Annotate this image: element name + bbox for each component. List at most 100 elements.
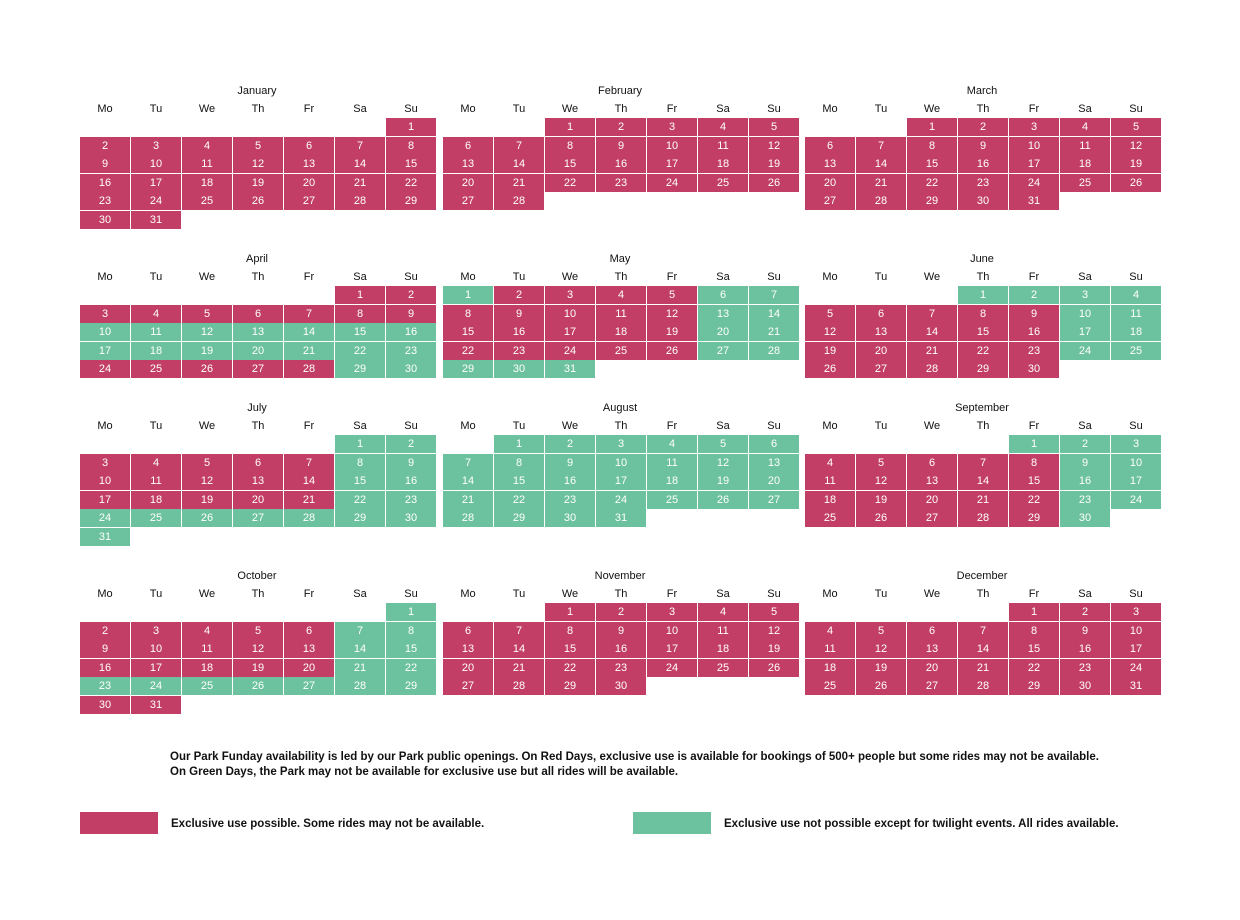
green-day-cell: 8 — [386, 621, 436, 640]
green-day-cell: 4 — [1111, 286, 1161, 304]
red-day-cell: 2 — [596, 603, 646, 621]
red-day-cell: 20 — [443, 658, 493, 677]
weekday-header: Su — [1129, 420, 1143, 432]
red-day-cell: 7 — [494, 621, 544, 640]
green-day-cell: 27 — [233, 509, 283, 528]
green-day-cell: 30 — [386, 509, 436, 528]
green-day-cell: 17 — [596, 472, 646, 491]
red-day-cell: 15 — [958, 323, 1008, 342]
red-day-cell: 9 — [1009, 304, 1059, 323]
green-day-cell: 23 — [80, 677, 130, 696]
weekday-header: We — [561, 103, 579, 115]
green-day-cell: 23 — [1060, 490, 1110, 509]
red-day-cell: 24 — [131, 192, 181, 211]
red-day-cell: 18 — [131, 490, 181, 509]
red-day-cell: 2 — [596, 118, 646, 136]
red-day-cell: 12 — [647, 304, 697, 323]
red-day-cell: 15 — [386, 155, 436, 174]
red-day-cell: 17 — [545, 323, 595, 342]
red-day-cell: 11 — [131, 472, 181, 491]
month-title: November — [594, 570, 646, 582]
weekday-header: We — [923, 420, 941, 432]
red-day-cell: 13 — [805, 155, 855, 174]
green-day-cell: 14 — [749, 304, 799, 323]
red-day-cell: 8 — [1009, 453, 1059, 472]
weekday-header: Sa — [353, 103, 367, 115]
green-day-cell: 7 — [749, 286, 799, 304]
red-day-cell: 19 — [856, 490, 906, 509]
green-day-cell: 3 — [1060, 286, 1110, 304]
green-day-cell: 17 — [80, 341, 130, 360]
red-day-cell: 18 — [805, 658, 855, 677]
red-day-cell: 19 — [233, 173, 283, 192]
green-day-cell: 15 — [335, 323, 385, 342]
red-day-cell: 14 — [494, 640, 544, 659]
month-title: July — [247, 402, 267, 414]
red-day-cell: 16 — [958, 155, 1008, 174]
green-day-cell: 29 — [335, 509, 385, 528]
red-day-cell: 23 — [1060, 658, 1110, 677]
legend-green-label: Exclusive use not possible except for tw… — [724, 818, 1119, 830]
green-day-cell: 12 — [182, 323, 232, 342]
weekday-header: Su — [767, 420, 781, 432]
red-day-cell: 16 — [80, 173, 130, 192]
green-day-cell: 25 — [182, 677, 232, 696]
weekday-header: Tu — [512, 103, 526, 115]
red-day-cell: 29 — [958, 360, 1008, 379]
red-day-cell: 6 — [284, 136, 334, 155]
weekday-header: Mo — [822, 103, 838, 115]
red-day-cell: 19 — [1111, 155, 1161, 174]
green-day-cell: 21 — [335, 658, 385, 677]
green-day-cell: 25 — [647, 490, 697, 509]
red-day-cell: 7 — [494, 136, 544, 155]
green-day-cell: 23 — [386, 490, 436, 509]
red-day-cell: 31 — [1009, 192, 1059, 211]
red-day-cell: 22 — [907, 173, 957, 192]
red-day-cell: 5 — [749, 118, 799, 136]
green-day-cell: 28 — [284, 509, 334, 528]
weekday-header: Th — [614, 588, 628, 600]
green-day-cell: 16 — [386, 323, 436, 342]
red-day-cell: 18 — [182, 658, 232, 677]
red-day-cell: 2 — [494, 286, 544, 304]
red-day-cell: 20 — [805, 173, 855, 192]
red-day-cell: 4 — [131, 453, 181, 472]
red-day-cell: 13 — [443, 640, 493, 659]
red-day-cell: 21 — [907, 341, 957, 360]
weekday-header: Tu — [512, 420, 526, 432]
red-day-cell: 10 — [647, 621, 697, 640]
red-day-cell: 23 — [80, 192, 130, 211]
red-day-cell: 5 — [1111, 118, 1161, 136]
red-day-cell: 22 — [1009, 490, 1059, 509]
red-day-cell: 21 — [958, 658, 1008, 677]
weekday-header: Mo — [460, 420, 476, 432]
weekday-header: Th — [976, 271, 990, 283]
green-day-cell: 15 — [494, 472, 544, 491]
green-day-cell: 24 — [596, 490, 646, 509]
green-day-cell: 15 — [335, 472, 385, 491]
green-day-cell: 6 — [749, 435, 799, 453]
red-day-cell: 30 — [1009, 360, 1059, 379]
red-day-cell: 17 — [647, 155, 697, 174]
weekday-header: Th — [251, 271, 265, 283]
weekday-header: Su — [404, 588, 418, 600]
red-day-cell: 1 — [1009, 603, 1059, 621]
red-day-cell: 20 — [284, 658, 334, 677]
red-day-cell: 28 — [958, 509, 1008, 528]
green-day-cell: 2 — [545, 435, 595, 453]
weekday-header: Su — [767, 103, 781, 115]
green-day-cell: 21 — [443, 490, 493, 509]
green-day-cell: 22 — [335, 341, 385, 360]
red-day-cell: 12 — [749, 136, 799, 155]
weekday-header: Fr — [303, 103, 315, 115]
red-day-cell: 26 — [233, 192, 283, 211]
red-day-cell: 8 — [443, 304, 493, 323]
green-day-cell: 30 — [1060, 509, 1110, 528]
weekday-header: Su — [1129, 271, 1143, 283]
red-day-cell: 1 — [907, 118, 957, 136]
weekday-header: Su — [767, 271, 781, 283]
red-day-cell: 14 — [335, 155, 385, 174]
red-day-cell: 13 — [443, 155, 493, 174]
red-day-cell: 21 — [856, 173, 906, 192]
red-day-cell: 31 — [131, 211, 181, 229]
